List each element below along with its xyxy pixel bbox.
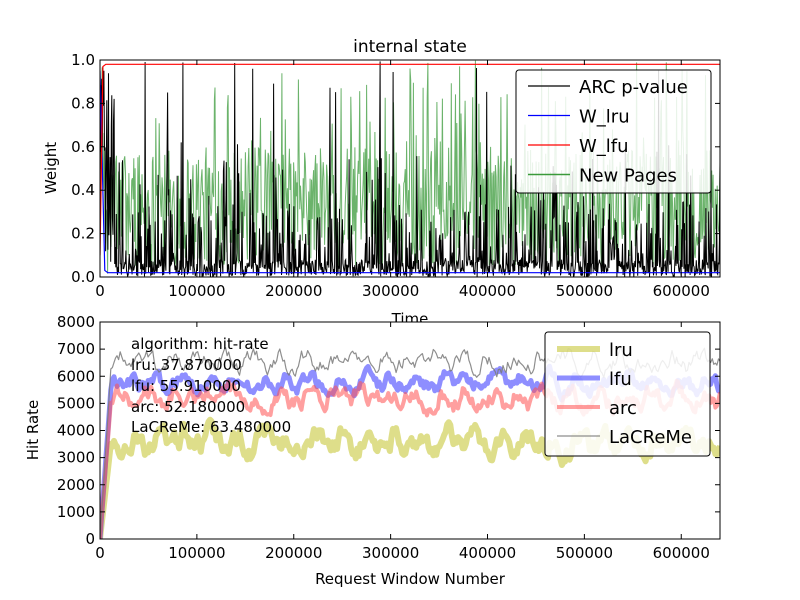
annotation-row: lfu: 55.910000 <box>131 377 241 395</box>
series-w-lru <box>100 70 720 274</box>
x-tick-label: 200000 <box>265 282 322 300</box>
bottom-x-axis-label: Request Window Number <box>315 570 506 588</box>
bottom-y-axis: 0 1000 2000 3000 4000 5000 6000 7000 8000 <box>57 313 720 548</box>
y-tick-label: 1.0 <box>71 51 95 69</box>
top-y-axis-label: Weight <box>42 142 60 194</box>
y-tick-label: 0.4 <box>71 181 95 199</box>
annotation-row: LaCReMe: 63.480000 <box>131 418 291 436</box>
y-tick-label: 0 <box>85 530 95 548</box>
y-tick-label: 6000 <box>57 367 95 385</box>
y-tick-label: 8000 <box>57 313 95 331</box>
y-tick-label: 5000 <box>57 394 95 412</box>
hit-rate-annotation: algorithm: hit-rate lru: 37.870000 lfu: … <box>131 335 291 436</box>
legend-label: ARC p-value <box>579 77 688 98</box>
x-tick-label: 600000 <box>653 282 710 300</box>
top-plot-frame <box>99 59 721 278</box>
bottom-x-axis: 0 100000 200000 300000 400000 500000 600000 <box>95 322 710 562</box>
y-tick-label: 0.6 <box>71 138 95 156</box>
x-tick-label: 500000 <box>556 282 613 300</box>
legend-label: New Pages <box>579 166 677 187</box>
bottom-chart: 0 1000 2000 3000 4000 5000 6000 7000 8000 0 10000… <box>24 313 721 588</box>
annotation-row: arc: 52.180000 <box>131 398 245 416</box>
legend-label: LaCReMe <box>609 427 692 448</box>
y-tick-label: 3000 <box>57 449 95 467</box>
x-tick-label: 500000 <box>556 544 613 562</box>
legend-label: W_lru <box>579 107 630 128</box>
y-tick-label: 2000 <box>57 476 95 494</box>
y-tick-label: 1000 <box>57 503 95 521</box>
x-tick-label: 0 <box>95 544 105 562</box>
legend-box <box>544 331 711 457</box>
x-tick-label: 400000 <box>459 282 516 300</box>
annotation-row: lru: 37.870000 <box>131 356 242 374</box>
y-tick-label: 0.0 <box>71 268 95 286</box>
x-tick-label: 0 <box>95 282 105 300</box>
top-chart: internal state 0.0 0.2 0.4 0.6 0.8 1.0 0 10000… <box>42 37 721 328</box>
y-tick-label: 7000 <box>57 340 95 358</box>
y-tick-label: 0.2 <box>71 225 95 243</box>
top-x-axis: 0 100000 200000 300000 400000 500000 600000 <box>95 60 710 300</box>
x-tick-label: 300000 <box>362 282 419 300</box>
legend-label: W_lfu <box>579 136 629 157</box>
bottom-legend: lru lfu arc LaCReMe <box>544 331 711 457</box>
bottom-y-axis-label: Hit Rate <box>24 400 42 461</box>
x-tick-label: 300000 <box>362 544 419 562</box>
top-y-axis: 0.0 0.2 0.4 0.6 0.8 1.0 <box>71 51 720 286</box>
x-tick-label: 400000 <box>459 544 516 562</box>
y-tick-label: 0.8 <box>71 94 95 112</box>
legend-label: lru <box>609 340 633 361</box>
x-tick-label: 200000 <box>265 544 322 562</box>
top-chart-title: internal state <box>353 37 467 57</box>
legend-label: lfu <box>609 369 632 390</box>
legend-label: arc <box>609 398 637 419</box>
top-legend: ARC p-value W_lru W_lfu New Pages <box>515 69 712 194</box>
x-tick-label: 100000 <box>168 282 225 300</box>
annotation-header: algorithm: hit-rate <box>131 335 269 353</box>
y-tick-label: 4000 <box>57 422 95 440</box>
legend-box <box>515 69 712 194</box>
series-w-lfu <box>100 63 720 256</box>
x-tick-label: 600000 <box>653 544 710 562</box>
x-tick-label: 100000 <box>168 544 225 562</box>
